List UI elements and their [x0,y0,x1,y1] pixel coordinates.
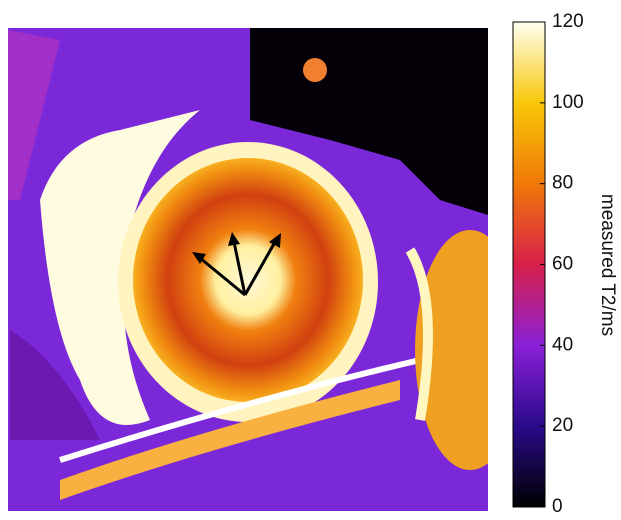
colorbar-tick-label: 120 [552,11,584,32]
colorbar [512,21,546,508]
colorbar-tick-label: 80 [552,173,573,194]
colorbar-tick-label: 60 [552,254,573,275]
colorbar-tick-label: 0 [552,496,563,517]
colorbar-tick-label: 100 [552,92,584,113]
colorbar-label: measured T2/ms [597,194,618,336]
colorbar-tick-label: 40 [552,334,573,355]
t2-map-image [8,28,488,511]
colorbar-tick-label: 20 [552,415,573,436]
